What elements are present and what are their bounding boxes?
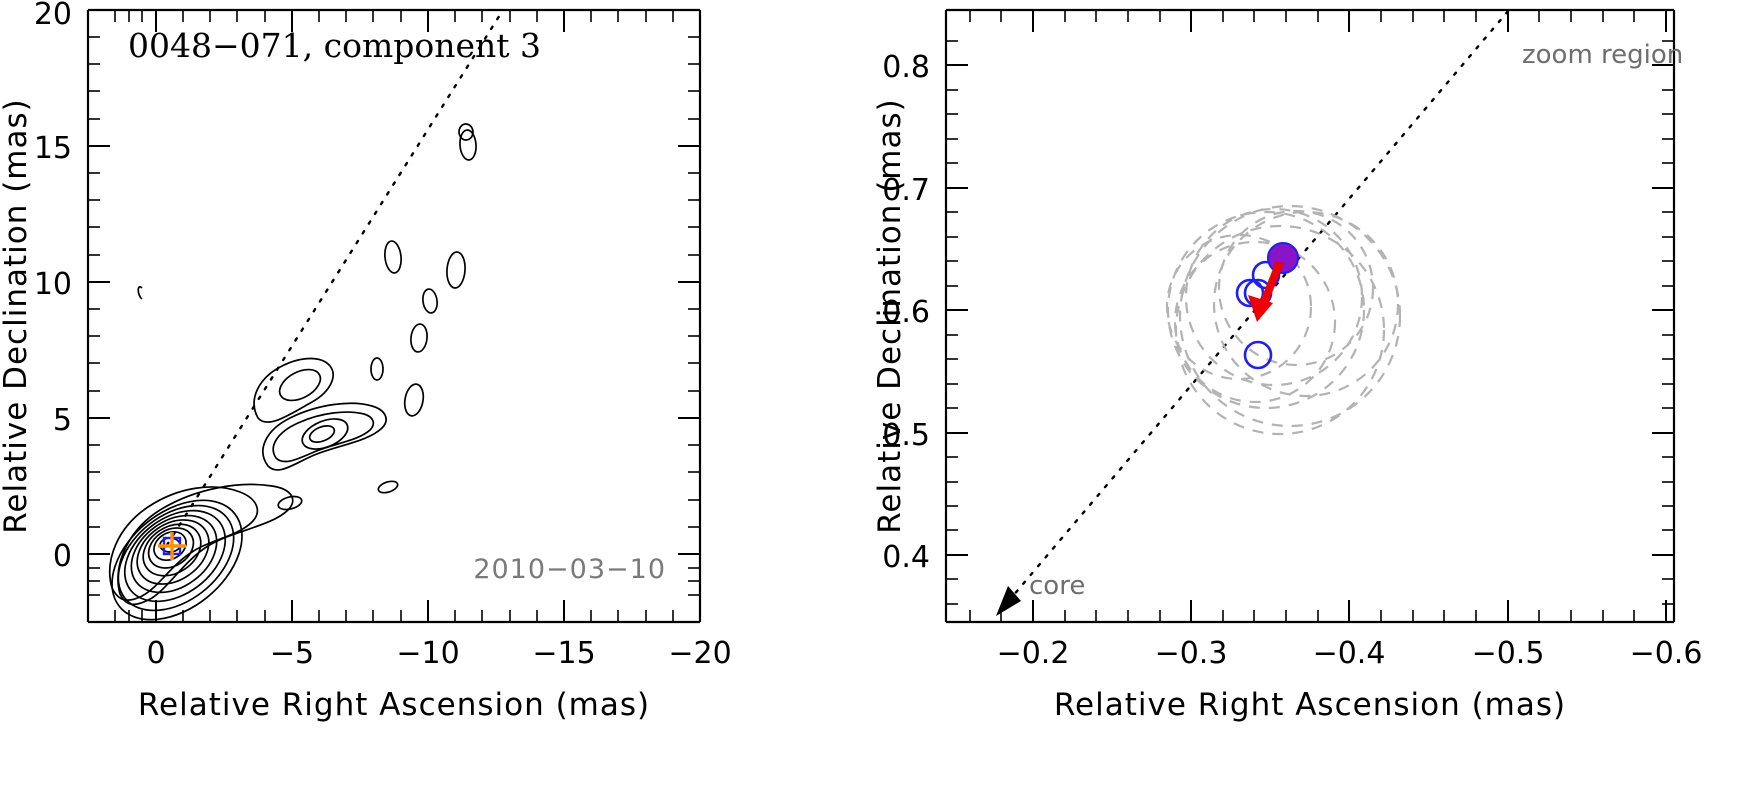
core-arrow: [996, 586, 1021, 616]
right-x-ticks: −0.2 −0.3 −0.4 −0.5 −0.6: [969, 10, 1703, 671]
right-xtick-label-0: −0.2: [997, 636, 1070, 671]
right-xtick-label-1: −0.3: [1155, 636, 1228, 671]
left-ridge-dotted-line: [165, 8, 505, 547]
proper-motion-arrow: [1248, 260, 1284, 322]
zoom-region-label: zoom region: [1522, 40, 1683, 70]
left-xtick-label-2: −10: [396, 636, 459, 671]
right-x-minor-ticks: [969, 10, 1635, 622]
left-x-minor-ticks: [114, 10, 674, 622]
left-yaxis-title: Relative Declination (mas): [0, 98, 34, 534]
left-xaxis-title: Relative Right Ascension (mas): [138, 687, 650, 723]
left-panel-title: 0048−071, component 3: [128, 26, 541, 65]
right-xaxis-title: Relative Right Ascension (mas): [1054, 687, 1566, 723]
right-ytick-label-0: 0.4: [882, 540, 930, 575]
right-ytick-label-1: 0.5: [882, 418, 930, 453]
left-ytick-label-4: 20: [34, 0, 72, 32]
right-yaxis-title: Relative Declination (mas): [874, 98, 908, 534]
left-ytick-label-2: 10: [34, 267, 72, 302]
left-y-ticks: 0 5 10 15 20: [34, 0, 700, 596]
right-xtick-label-4: −0.6: [1630, 636, 1703, 671]
left-xtick-label-3: −15: [532, 636, 595, 671]
right-xtick-label-2: −0.4: [1313, 636, 1386, 671]
left-component3-marker: [158, 532, 186, 560]
left-ytick-label-0: 0: [53, 539, 72, 574]
right-xtick-label-3: −0.5: [1472, 636, 1545, 671]
left-xtick-label-4: −20: [668, 636, 731, 671]
left-contour-map: [108, 123, 477, 621]
reference-position-marker: [1267, 242, 1299, 274]
observation-date-label: 2010−03−10: [473, 554, 666, 585]
right-axes-frame: [944, 8, 1676, 624]
left-panel: 0 −5 −10 −15 −20: [0, 0, 732, 723]
left-xtick-label-1: −5: [270, 636, 314, 671]
left-ytick-label-1: 5: [53, 403, 72, 438]
uncertainty-circles: [1165, 204, 1402, 436]
left-x-ticks: 0 −5 −10 −15 −20: [114, 10, 732, 671]
left-y-minor-ticks: [88, 36, 700, 596]
right-y-ticks: 0.4 0.5 0.6 0.7 0.8: [882, 40, 1674, 605]
left-ytick-label-3: 15: [34, 131, 72, 166]
right-ytick-label-2: 0.6: [882, 295, 930, 330]
left-xtick-label-0: 0: [146, 636, 165, 671]
right-panel: −0.2 −0.3 −0.4 −0.5 −0.6: [874, 8, 1703, 723]
core-label: core: [1029, 571, 1085, 601]
right-ytick-label-3: 0.7: [882, 173, 930, 208]
right-ytick-label-4: 0.8: [882, 50, 930, 85]
right-y-minor-ticks: [946, 40, 1674, 605]
left-axes-frame: [86, 8, 702, 624]
